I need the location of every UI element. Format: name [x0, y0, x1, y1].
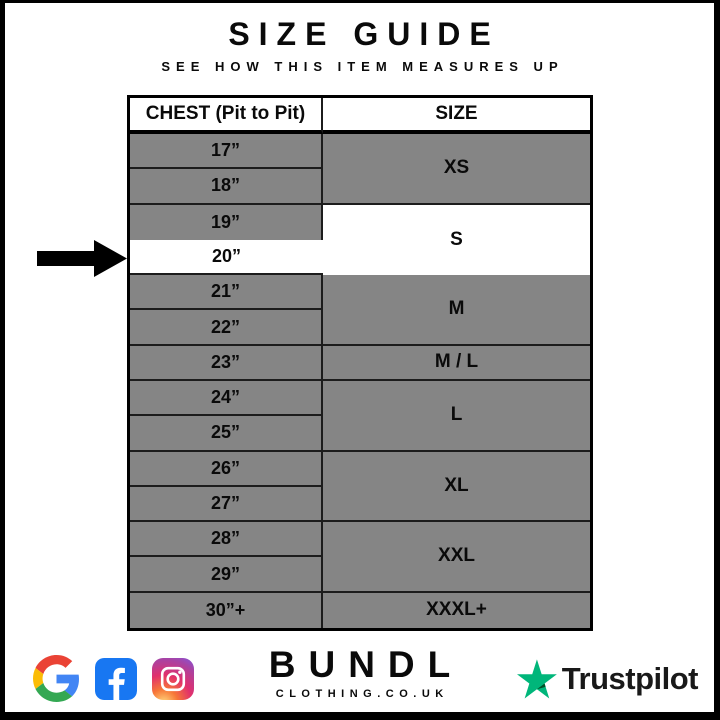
chest-cell-23: 23”	[130, 345, 323, 381]
size-cell-l: L	[323, 380, 590, 452]
chest-cell-21: 21”	[130, 275, 323, 311]
chest-cell-27: 27”	[130, 486, 323, 523]
page-title: SIZE GUIDE	[228, 16, 500, 52]
chest-cell-22: 22”	[130, 310, 323, 346]
chest-column-header: CHEST (Pit to Pit)	[130, 98, 323, 134]
social-icons	[33, 655, 194, 702]
instagram-icon[interactable]	[152, 657, 194, 700]
size-cell-s-highlighted: S	[323, 204, 590, 276]
page-subtitle: SEE HOW THIS ITEM MEASURES UP	[161, 59, 564, 74]
chest-cell-29: 29”	[130, 557, 323, 593]
chest-cell-28: 28”	[130, 522, 323, 558]
brand-name: BUNDL	[268, 644, 464, 685]
chest-cell-18: 18”	[130, 169, 323, 205]
google-icon[interactable]	[33, 655, 80, 702]
size-cell-m: M	[323, 275, 590, 346]
chest-cell-19: 19”	[130, 204, 323, 240]
size-cell-m-l: M / L	[323, 345, 590, 381]
brand-domain: CLOTHING.CO.UK	[275, 687, 449, 700]
chest-cell-24: 24”	[130, 380, 323, 417]
size-guide-table: CHEST (Pit to Pit) SIZE 17” 18” 19” 20” …	[127, 95, 593, 631]
chest-cell-25: 25”	[130, 416, 323, 452]
chest-cell-30plus: 30”+	[130, 592, 323, 628]
size-cell-xxl: XXL	[323, 522, 590, 593]
chest-cell-26: 26”	[130, 451, 323, 487]
size-cell-xxxl: XXXL+	[323, 592, 590, 628]
trustpilot-star-icon	[516, 659, 557, 699]
highlight-arrow-icon	[37, 240, 127, 277]
size-cell-xs: XS	[323, 134, 590, 205]
trustpilot-label: Trustpilot	[561, 661, 699, 696]
chest-cell-20-highlighted: 20”	[130, 239, 323, 276]
facebook-icon[interactable]	[95, 657, 137, 700]
brand-logo: BUNDL CLOTHING.CO.UK	[256, 644, 464, 700]
trustpilot-logo[interactable]: Trustpilot	[516, 659, 699, 699]
chest-cell-17: 17”	[130, 134, 323, 170]
size-cell-xl: XL	[323, 451, 590, 523]
size-column-header: SIZE	[323, 98, 590, 134]
